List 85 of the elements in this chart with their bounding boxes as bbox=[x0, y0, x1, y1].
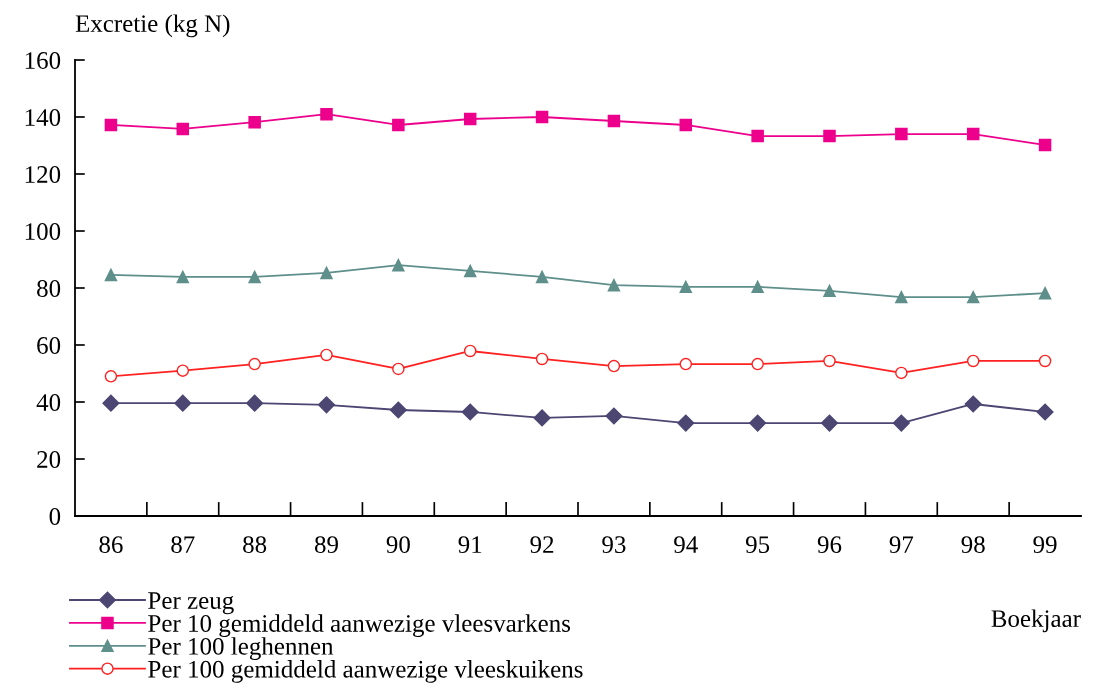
x-tick-label: 93 bbox=[602, 536, 626, 554]
x-tick-label: 86 bbox=[99, 536, 123, 554]
point bbox=[895, 290, 908, 304]
point bbox=[320, 266, 333, 280]
y-axis-title: Excretie (kg N) bbox=[75, 14, 230, 38]
point bbox=[677, 414, 695, 432]
point bbox=[749, 414, 767, 432]
legend-label: Per 100 leghennen bbox=[148, 637, 334, 660]
x-tick-label: 98 bbox=[961, 536, 985, 554]
point bbox=[823, 354, 836, 368]
point bbox=[895, 127, 908, 141]
x-tick-label: 96 bbox=[817, 536, 842, 554]
point bbox=[966, 127, 980, 141]
point bbox=[751, 357, 764, 371]
legend-label: Per 10 gemiddeld aanwezige vleesvarkens bbox=[148, 614, 571, 638]
y-tick-label: 60 bbox=[37, 337, 61, 354]
y-tick-label: 0 bbox=[49, 508, 61, 525]
point bbox=[248, 357, 261, 371]
point bbox=[248, 270, 261, 284]
x-tick-label: 87 bbox=[171, 536, 195, 554]
point bbox=[461, 403, 479, 421]
point bbox=[392, 258, 405, 272]
point bbox=[895, 366, 908, 380]
point bbox=[104, 268, 118, 282]
point bbox=[248, 115, 261, 129]
x-tick-label: 99 bbox=[1033, 536, 1057, 554]
y-tick-label: 160 bbox=[25, 52, 61, 69]
point bbox=[535, 352, 549, 366]
x-tick-label: 91 bbox=[458, 536, 482, 554]
point bbox=[823, 284, 836, 298]
point bbox=[751, 280, 764, 294]
point bbox=[176, 122, 190, 136]
point bbox=[174, 394, 192, 412]
y-tick-label: 40 bbox=[36, 394, 61, 411]
point bbox=[1038, 286, 1052, 300]
point bbox=[966, 354, 980, 368]
point bbox=[533, 409, 551, 427]
x-tick-label: 90 bbox=[386, 536, 410, 554]
point bbox=[246, 394, 264, 412]
point bbox=[102, 394, 120, 412]
point bbox=[463, 264, 477, 278]
legend-label: Per 100 gemiddeld aanwezige vleeskuikens bbox=[148, 660, 583, 683]
point bbox=[820, 414, 839, 432]
point bbox=[320, 348, 333, 362]
point bbox=[679, 118, 693, 132]
point bbox=[389, 401, 407, 419]
x-tick-label: 92 bbox=[530, 536, 554, 554]
point bbox=[892, 414, 910, 432]
point bbox=[535, 270, 549, 284]
y-tick-label: 20 bbox=[37, 451, 61, 468]
point bbox=[535, 110, 549, 124]
point bbox=[823, 129, 836, 143]
point bbox=[607, 114, 621, 128]
x-tick-label: 88 bbox=[243, 536, 267, 554]
point bbox=[679, 280, 693, 294]
point bbox=[392, 362, 405, 376]
point bbox=[964, 395, 982, 413]
legend-label: Per zeug bbox=[148, 592, 234, 615]
point bbox=[607, 359, 621, 373]
point bbox=[1036, 403, 1054, 421]
point bbox=[463, 344, 477, 358]
y-tick-label: 120 bbox=[25, 166, 61, 183]
point bbox=[751, 129, 764, 143]
point bbox=[176, 270, 190, 284]
point bbox=[605, 407, 623, 425]
y-tick-label: 140 bbox=[25, 109, 61, 126]
point bbox=[679, 357, 693, 371]
point bbox=[392, 118, 405, 132]
x-tick-label: 95 bbox=[745, 536, 770, 554]
point bbox=[317, 396, 336, 414]
point bbox=[320, 107, 333, 121]
point bbox=[607, 278, 621, 292]
point bbox=[104, 118, 118, 132]
point bbox=[463, 112, 477, 126]
point bbox=[176, 364, 190, 377]
x-axis-title: Boekjaar bbox=[991, 609, 1081, 633]
point bbox=[1038, 354, 1052, 368]
x-tick-label: 94 bbox=[674, 536, 698, 554]
point bbox=[966, 290, 980, 304]
point bbox=[1038, 138, 1052, 152]
y-tick-label: 100 bbox=[25, 223, 61, 240]
x-tick-label: 97 bbox=[889, 536, 914, 554]
point bbox=[104, 370, 118, 383]
y-tick-label: 80 bbox=[37, 280, 61, 297]
x-tick-label: 89 bbox=[314, 536, 338, 554]
